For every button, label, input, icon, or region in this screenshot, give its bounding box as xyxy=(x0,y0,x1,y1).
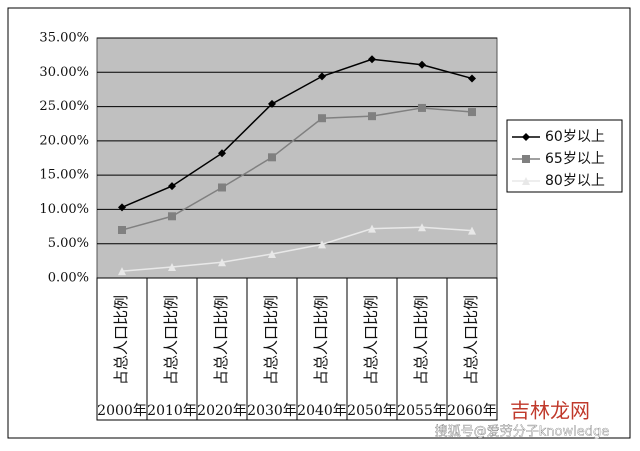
x-tick-sublabel: 占总人口比例 xyxy=(462,295,480,385)
legend-label: 65岁以上 xyxy=(545,151,605,167)
watermark: 吉林龙网 xyxy=(510,399,590,423)
x-tick-label: 2000年 xyxy=(97,403,147,419)
y-tick-label: 10.00% xyxy=(39,202,89,217)
point xyxy=(218,258,226,267)
point xyxy=(218,149,226,158)
watermark: 搜狐号@爱劳分子knowledge xyxy=(435,424,609,440)
y-tick-label: 25.00% xyxy=(39,99,89,114)
point xyxy=(318,114,326,123)
series-line xyxy=(121,107,473,231)
point xyxy=(268,153,276,162)
point xyxy=(418,60,426,69)
x-tick-sublabel: 占总人口比例 xyxy=(112,295,130,385)
x-tick-sublabel: 占总人口比例 xyxy=(312,295,330,385)
x-tick-sublabel: 占总人口比例 xyxy=(412,295,430,385)
point xyxy=(118,203,126,212)
x-tick-label: 2020年 xyxy=(197,403,247,419)
point xyxy=(218,183,226,192)
plot-area xyxy=(96,37,498,279)
x-tick-sublabel: 占总人口比例 xyxy=(262,295,280,385)
point xyxy=(368,55,376,64)
point xyxy=(368,112,376,121)
series-line xyxy=(121,226,473,272)
point xyxy=(318,72,326,81)
point xyxy=(318,240,326,249)
point xyxy=(468,226,476,235)
x-tick-label: 2060年 xyxy=(447,403,497,419)
x-tick-label: 2010年 xyxy=(147,403,197,419)
y-tick-label: 15.00% xyxy=(39,168,89,183)
point xyxy=(522,155,530,163)
x-tick-label: 2030年 xyxy=(247,403,297,419)
x-tick-sublabel: 占总人口比例 xyxy=(162,295,180,385)
point xyxy=(118,226,126,234)
point xyxy=(522,177,530,185)
point xyxy=(468,74,476,83)
x-tick-sublabel: 占总人口比例 xyxy=(212,295,230,385)
point xyxy=(168,263,176,272)
point xyxy=(468,108,476,117)
series-line xyxy=(121,58,473,209)
x-tick-label: 2040年 xyxy=(297,403,347,419)
y-tick-label: 5.00% xyxy=(48,236,89,251)
point xyxy=(168,212,176,221)
legend-label: 60岁以上 xyxy=(545,129,605,145)
point xyxy=(118,267,126,276)
y-tick-label: 0.00% xyxy=(48,271,89,286)
x-tick-label: 2050年 xyxy=(347,403,397,419)
y-tick-label: 30.00% xyxy=(39,65,89,80)
point xyxy=(418,103,426,112)
x-tick-label: 2055年 xyxy=(397,403,447,419)
point xyxy=(268,250,276,258)
point xyxy=(522,133,530,141)
point xyxy=(418,223,426,232)
y-tick-label: 35.00% xyxy=(39,31,89,46)
point xyxy=(168,182,176,191)
x-tick-sublabel: 占总人口比例 xyxy=(362,295,380,385)
point xyxy=(368,224,376,233)
legend-label: 80岁以上 xyxy=(545,173,605,189)
point xyxy=(268,99,276,108)
y-tick-label: 20.00% xyxy=(39,133,89,148)
